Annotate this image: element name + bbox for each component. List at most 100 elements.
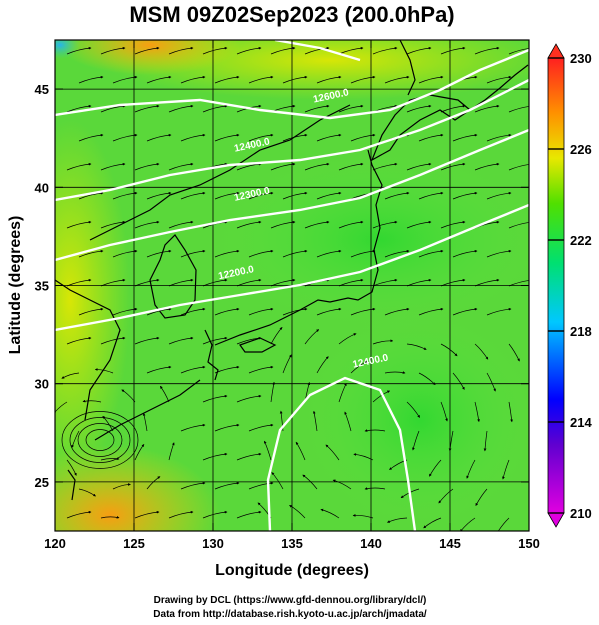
streamline-arrow [406,104,432,113]
x-tick-label: 125 [123,536,145,551]
streamline-arrow [134,104,160,113]
streamline-arrow [180,75,206,84]
streamline-arrow [146,249,172,258]
streamline-arrow [236,278,262,287]
y-tick-label: 35 [35,279,49,294]
contour-line-5 [266,376,417,531]
streamline-arrow [384,249,410,258]
streamline-arrow [496,517,510,531]
streamline-arrow [440,220,466,229]
contour-line-4 [55,203,529,332]
streamline-arrow [134,162,160,171]
streamline-arrow [474,162,500,171]
streamline-arrow [279,410,284,432]
streamline-arrow [282,307,308,316]
streamline-arrow [304,162,330,171]
streamline-arrow [78,133,104,142]
streamline-arrow [508,280,529,287]
streamline-arrow [214,133,240,142]
streamline-arrow [350,133,376,142]
streamline-arrow [270,46,296,55]
streamline-arrow [270,327,283,345]
streamline-arrow [406,278,432,287]
streamline-arrow [338,382,347,403]
streamline-arrow [508,48,529,55]
streamline-arrow [350,360,368,374]
coastline-ryukyu [94,379,201,441]
streamline-arrow [474,401,480,423]
streamline-arrow [214,481,240,490]
streamline-arrow [146,75,172,84]
streamline-arrow [66,510,92,519]
colorbar-tick-label: 210 [570,506,592,521]
streamline-arrow [352,513,374,519]
y-tick-label: 45 [35,82,49,97]
colorbar-bottom-triangle [547,512,565,528]
wind-streamlines [55,46,529,531]
streamline-arrow [236,510,262,519]
streamline-arrow [264,440,272,461]
streamline-arrow [418,75,444,84]
streamline-arrow [338,333,357,345]
streamline-arrow [82,399,102,403]
streamline-arrow [304,104,330,113]
streamline-arrow [66,220,92,229]
streamline-arrow [289,505,306,519]
streamline-arrow [372,278,398,287]
streamline-arrow [350,307,376,316]
streamline-arrow [100,515,120,519]
colorbar-ticks: 210 214 218 222 226 230 [548,51,592,521]
streamline-arrow [440,162,466,171]
streamline-arrow [202,452,228,461]
x-tick-label: 140 [360,536,382,551]
coastline-taiwan [67,469,76,501]
streamline-arrow [71,430,80,448]
warm-region-northwest [60,40,240,75]
streamline-arrow [202,510,228,519]
y-tick-label: 25 [35,475,49,490]
coastline-korea [149,234,197,319]
streamline-arrow [440,343,458,357]
streamline-arrow [66,46,92,55]
streamline-arrow [100,220,126,229]
streamline-arrow [418,372,436,386]
streamline-arrow [112,249,138,258]
streamline-arrow [112,483,131,490]
streamline-arrow [440,46,466,55]
streamline-arrow [78,488,96,497]
streamline-arrow [100,162,126,171]
streamline-arrow [214,423,240,432]
x-tick-label: 145 [439,536,461,551]
streamline-arrow [418,191,444,200]
colorbar-tick-label: 218 [570,324,592,339]
coastlines [55,40,529,501]
streamline-arrow [372,220,398,229]
streamline-arrow [320,508,340,519]
streamline-arrow [282,75,308,84]
streamline-arrow [271,472,284,490]
streamline-arrow [146,476,161,490]
streamline-arrow [364,429,386,432]
colorbar-top-triangle [547,43,565,59]
streamline-arrow [508,164,529,171]
cyclone-swirl-ring [85,429,115,451]
streamline-arrow [372,162,398,171]
streamline-arrow [66,336,92,345]
x-tick-label: 150 [518,536,540,551]
streamline-arrow [248,191,274,200]
streamline-arrow [364,487,386,490]
colorbar-tick-label: 214 [570,415,592,430]
streamline-arrow [248,307,274,316]
cyclone-swirl-ring [69,417,131,463]
streamline-arrow [121,389,136,403]
streamline-arrow [146,191,172,200]
streamline-arrow [180,133,206,142]
streamline-arrow [100,46,126,55]
streamline-arrow [94,368,114,374]
streamline-arrow [372,46,398,55]
streamline-arrow [316,249,342,258]
streamline-arrow [459,517,476,531]
cyclone-swirl-ring [77,423,123,457]
y-axis-ticks: 25 30 35 40 45 [35,82,529,490]
